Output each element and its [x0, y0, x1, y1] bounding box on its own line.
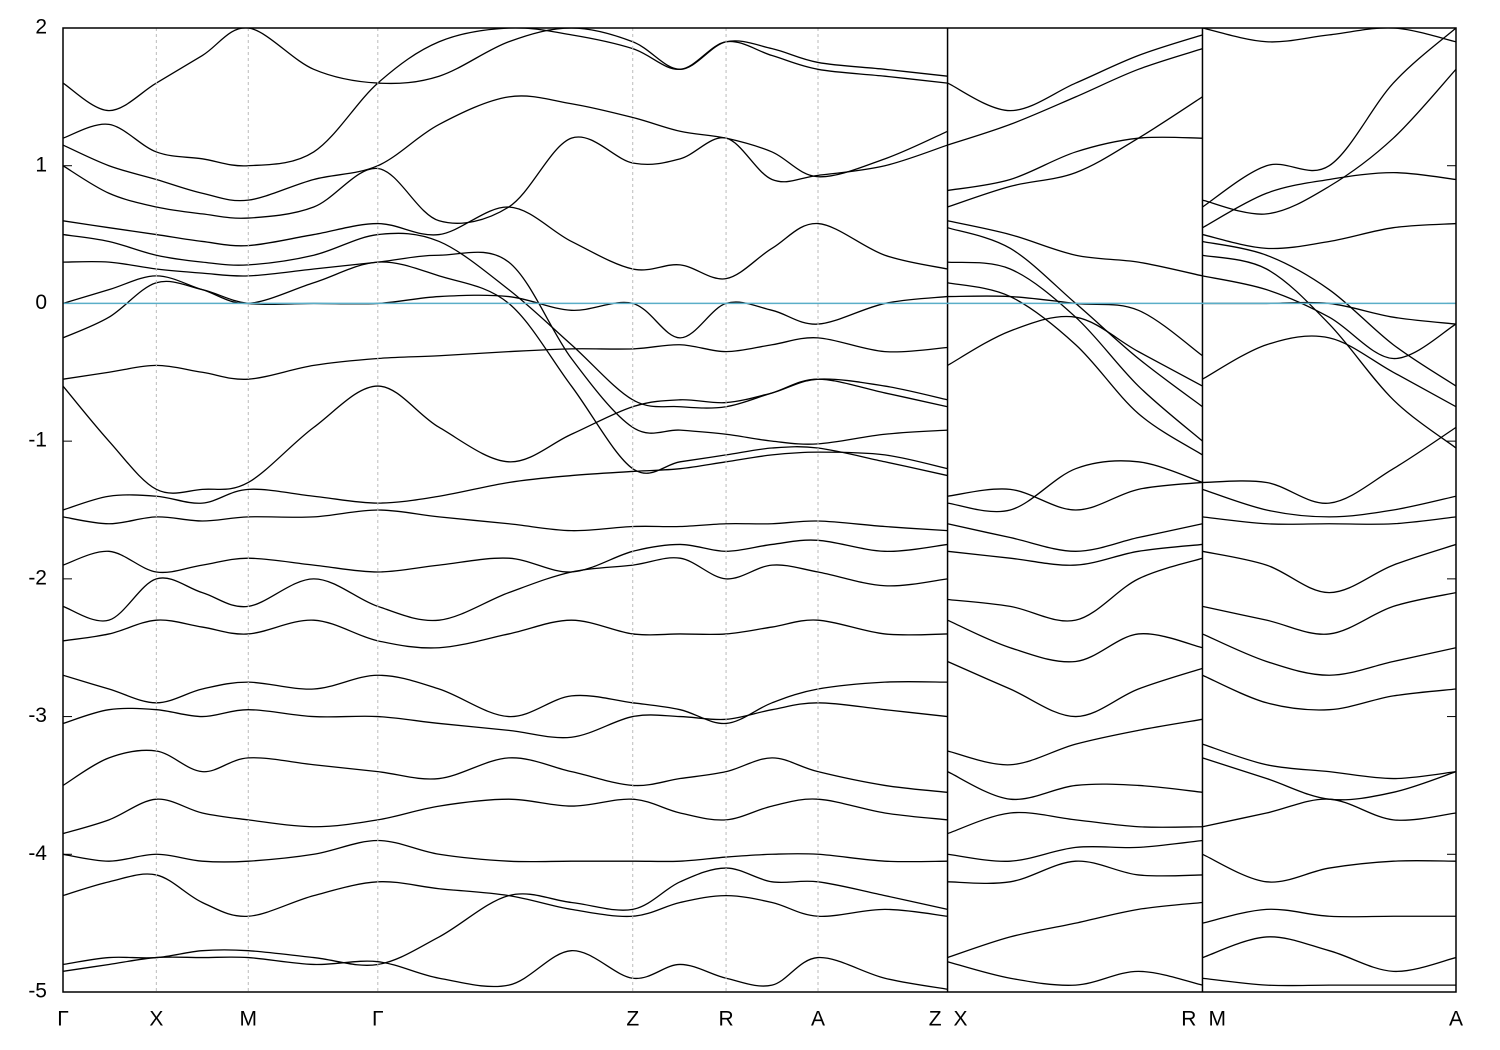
band — [947, 660, 1203, 718]
band — [947, 860, 1203, 884]
band — [947, 34, 1203, 112]
band — [63, 337, 948, 380]
band — [63, 674, 948, 725]
y-tick-label: 1 — [35, 153, 47, 176]
band — [947, 315, 1203, 387]
y-tick-label: 2 — [35, 16, 47, 39]
band — [947, 460, 1203, 513]
x-tick-label: X — [954, 1008, 968, 1031]
band — [947, 220, 1203, 277]
band — [947, 839, 1203, 862]
band — [1202, 335, 1456, 408]
band — [1202, 240, 1456, 387]
band — [947, 96, 1203, 208]
x-tick-label: R — [718, 1008, 733, 1031]
band — [947, 901, 1203, 959]
band — [1202, 908, 1456, 924]
band — [947, 48, 1203, 146]
band — [947, 136, 1203, 192]
band — [947, 481, 1203, 511]
band — [63, 702, 948, 739]
band — [63, 378, 948, 494]
band — [947, 543, 1203, 566]
band — [63, 867, 948, 966]
band — [1202, 853, 1456, 883]
x-tick-label: X — [149, 1008, 163, 1031]
band — [1202, 222, 1456, 250]
band — [1202, 674, 1456, 711]
band — [1202, 68, 1456, 215]
band — [947, 557, 1203, 622]
y-tick-label: -5 — [28, 980, 47, 1003]
band — [947, 295, 1203, 357]
band — [63, 280, 948, 339]
y-tick-label: -2 — [28, 566, 47, 589]
band — [63, 251, 948, 445]
band — [63, 798, 948, 835]
band — [63, 136, 948, 224]
band — [947, 619, 1203, 663]
band — [63, 28, 948, 112]
band — [1202, 171, 1456, 229]
y-tick-label: 0 — [35, 291, 47, 314]
band — [1202, 275, 1456, 360]
x-tick-label: M — [240, 1008, 258, 1031]
bands — [63, 28, 1456, 990]
band — [1202, 488, 1456, 518]
band — [1202, 798, 1456, 828]
x-tick-label: Z — [929, 1008, 942, 1031]
x-tick-label: R — [1181, 1008, 1196, 1031]
band — [63, 557, 948, 622]
x-tick-label: Γ — [372, 1008, 384, 1031]
band — [63, 95, 948, 202]
y-tick-label: -4 — [28, 842, 47, 865]
band — [63, 509, 948, 532]
x-tick-label: A — [811, 1008, 825, 1031]
band — [63, 206, 948, 280]
y-tick-label: -3 — [28, 704, 47, 727]
x-tick-label: A — [1449, 1008, 1463, 1031]
band — [1202, 254, 1456, 449]
band — [1202, 591, 1456, 635]
band — [947, 811, 1203, 835]
band — [63, 839, 948, 863]
band — [1202, 516, 1456, 525]
band — [63, 749, 948, 793]
band — [947, 282, 1203, 456]
band — [63, 539, 948, 574]
band — [63, 873, 948, 918]
band — [1202, 28, 1456, 208]
band — [1202, 936, 1456, 972]
band — [63, 950, 948, 990]
y-tick-label: -1 — [28, 429, 47, 452]
band — [1202, 743, 1456, 780]
plot-frame — [62, 27, 1457, 993]
band — [947, 523, 1203, 552]
band — [947, 718, 1203, 766]
x-tick-label: M — [1208, 1008, 1226, 1031]
band — [1202, 426, 1456, 504]
band — [1202, 543, 1456, 594]
band — [947, 961, 1203, 986]
band — [1202, 633, 1456, 676]
band — [63, 451, 948, 511]
band — [1202, 977, 1456, 987]
band — [947, 771, 1203, 801]
band — [1202, 28, 1456, 43]
band — [1202, 301, 1456, 325]
x-tick-label: Γ — [57, 1008, 69, 1031]
x-tick-label: Z — [626, 1008, 639, 1031]
band — [63, 619, 948, 649]
band — [1202, 757, 1456, 801]
